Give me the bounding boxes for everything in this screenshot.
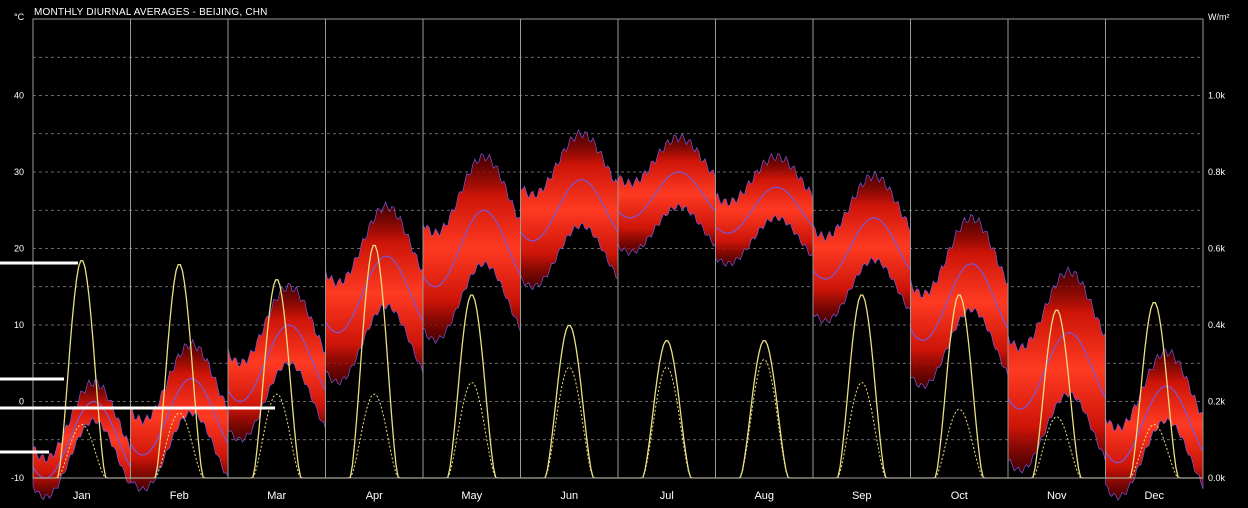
solar-peak-line [813,294,911,479]
solar-peak-line [715,340,813,479]
left-tick-label: 20 [14,244,24,254]
left-tick-label: 0 [19,397,24,407]
month-label: Jul [660,490,674,502]
month-label: Oct [951,490,968,502]
temperature-band [130,338,229,493]
left-markers [0,261,275,454]
solar-secondary-line [520,367,618,479]
temperature-mean-line [1007,332,1107,410]
month-label: May [461,490,482,502]
solar-secondary-line [910,408,1008,479]
temperature-band [227,282,326,443]
left-tick-label: -10 [11,473,24,483]
right-tick-label: 0.4k [1208,320,1226,330]
temperature-band [1007,266,1106,474]
temperature-band [812,170,911,325]
right-tick-label: 0.6k [1208,244,1226,254]
temperature-mean-line [520,179,619,242]
temperature-band [715,152,814,267]
axis-labels: MONTHLY DIURNAL AVERAGES - BEIJING, CHN … [11,7,1230,502]
right-axis-unit: W/m² [1208,12,1230,22]
temperature-mean-line [227,324,327,403]
month-label: Nov [1047,490,1067,502]
temperature-mean-line [617,171,716,219]
temperature-mean-line [812,217,911,280]
plot-border [32,18,1204,479]
solar-secondary-line [423,382,521,479]
temperature-band [422,153,521,344]
left-axis-unit: °C [14,12,25,22]
month-label: Aug [754,490,774,502]
month-label: Apr [366,490,383,502]
month-label: Jan [73,490,91,502]
month-label: Mar [267,490,286,502]
chart-frame [32,18,1204,479]
temperature-mean-line [909,263,1009,341]
left-tick-label: 40 [14,91,24,101]
temperature-mean-line [422,209,522,288]
month-label: Sep [852,490,872,502]
right-tick-label: 0.2k [1208,397,1226,407]
chart-title: MONTHLY DIURNAL AVERAGES - BEIJING, CHN [34,7,268,18]
month-label: Jun [560,490,578,502]
right-tick-label: 1.0k [1208,91,1226,101]
temperature-mean-line [1104,385,1204,464]
temperature-band [520,128,619,291]
month-label: Dec [1144,490,1164,502]
right-tick-label: 0.8k [1208,167,1226,177]
left-tick-label: 10 [14,320,24,330]
temperature-band [617,132,716,256]
temperature-band [910,213,1009,390]
temperature-mean-line [715,186,814,234]
right-tick-label: 0.0k [1208,473,1226,483]
left-tick-label: 30 [14,167,24,177]
temperature-mean-line [324,255,424,334]
temperature-mean-line [32,400,132,479]
solar-secondary-line [325,393,423,479]
solar-secondary-line [618,367,716,479]
solar-peak-line [618,340,716,479]
solar-secondary-line [715,359,813,479]
month-label: Feb [170,490,189,502]
solar-secondary-line [813,382,911,479]
temperature-band [325,200,424,386]
